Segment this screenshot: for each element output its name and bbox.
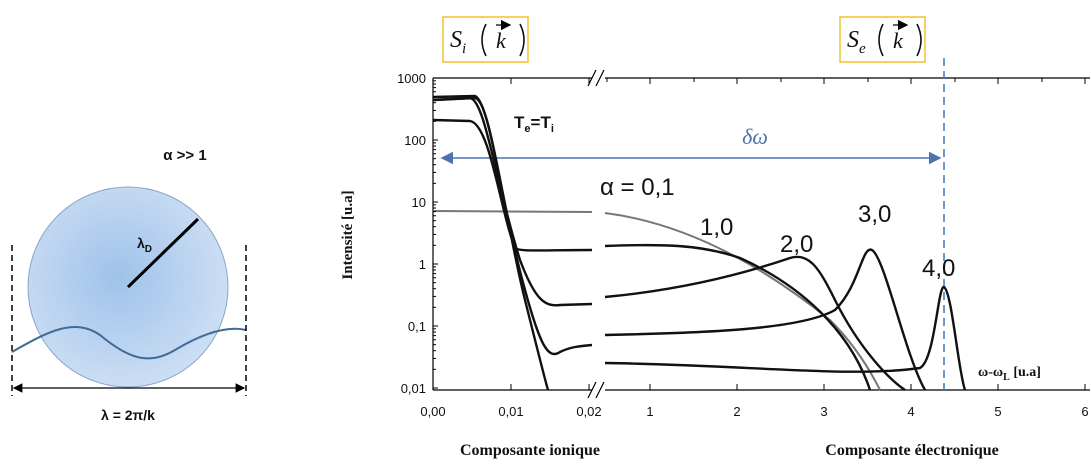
curve-ionic — [432, 96, 593, 307]
temperature-label: Te=Ti — [514, 113, 554, 135]
electron-box: Se k — [839, 16, 926, 63]
axes — [432, 69, 1090, 399]
t-sub: e — [524, 123, 530, 135]
radius-line — [126, 217, 200, 289]
x-tick-label: 0,00 — [420, 404, 445, 419]
box-label: Si — [450, 27, 466, 57]
curve-label: 3,0 — [858, 201, 891, 228]
x-tick-label: 2 — [733, 404, 740, 419]
wavelength-label: λ = 2π/k — [101, 407, 155, 423]
x-tick-label: 3 — [820, 404, 827, 419]
y-tick-label: 100 — [404, 133, 426, 148]
y-axis-label: Intensité [u.a] — [340, 190, 356, 279]
left-title: α >> 1 — [163, 147, 206, 164]
box-label: Se — [847, 27, 866, 57]
curve-label: 1,0 — [700, 214, 733, 241]
x-unit: ω-ωL [u.a] — [978, 365, 1041, 383]
curve-label: α = 0,1 — [600, 174, 675, 201]
box-main: S — [450, 27, 462, 53]
curve-ionic — [432, 96, 593, 356]
radius-main: λ — [137, 235, 145, 251]
x-tick-label: 0,02 — [576, 404, 601, 419]
curve-label: 2,0 — [780, 231, 813, 258]
curve-electronic — [604, 243, 872, 391]
x-tick-label: 6 — [1081, 404, 1088, 419]
t-sub: i — [551, 123, 554, 135]
axis-break — [587, 69, 605, 399]
x-tick-label: 4 — [907, 404, 914, 419]
curve-electronic — [604, 255, 906, 391]
y-tick-label: 1000 — [397, 71, 426, 86]
y-tick-label: 10 — [412, 195, 426, 210]
wave — [11, 326, 247, 360]
box-arg: k — [496, 28, 507, 53]
t-main: =T — [531, 113, 552, 132]
y-tick-label: 0,1 — [408, 319, 426, 334]
x-unit-sub: L — [1003, 372, 1010, 383]
curve-ionic — [432, 94, 550, 391]
x-title-ionic: Composante ionique — [460, 442, 600, 459]
radius-label: λD — [137, 235, 152, 255]
box-main: S — [847, 27, 859, 53]
box-arg: k — [893, 28, 904, 53]
x-tick-label: 1 — [646, 404, 653, 419]
curve-electronic — [604, 248, 927, 391]
x-unit-rest: [u.a] — [1010, 365, 1041, 380]
shift-label: δω — [742, 124, 768, 149]
t-main: T — [514, 113, 525, 132]
curve-label: 4,0 — [922, 255, 955, 282]
parens — [878, 23, 922, 57]
ion-box: Si k — [442, 16, 529, 63]
y-tick-label: 1 — [419, 257, 426, 272]
y-tick-label: 0,01 — [401, 381, 426, 396]
x-tick-label: 0,01 — [498, 404, 523, 419]
box-sub: e — [859, 41, 866, 57]
x-tick-label: 5 — [994, 404, 1001, 419]
curve-ionic — [432, 210, 593, 213]
curve-electronic — [604, 285, 967, 391]
radius-sub: D — [145, 244, 152, 255]
curve-electronic — [604, 212, 881, 391]
spectra — [432, 94, 967, 391]
parens — [481, 23, 525, 57]
x-title-electronic: Composante électronique — [825, 442, 998, 459]
x-unit-main: ω-ω — [978, 365, 1003, 380]
box-sub: i — [462, 41, 466, 57]
